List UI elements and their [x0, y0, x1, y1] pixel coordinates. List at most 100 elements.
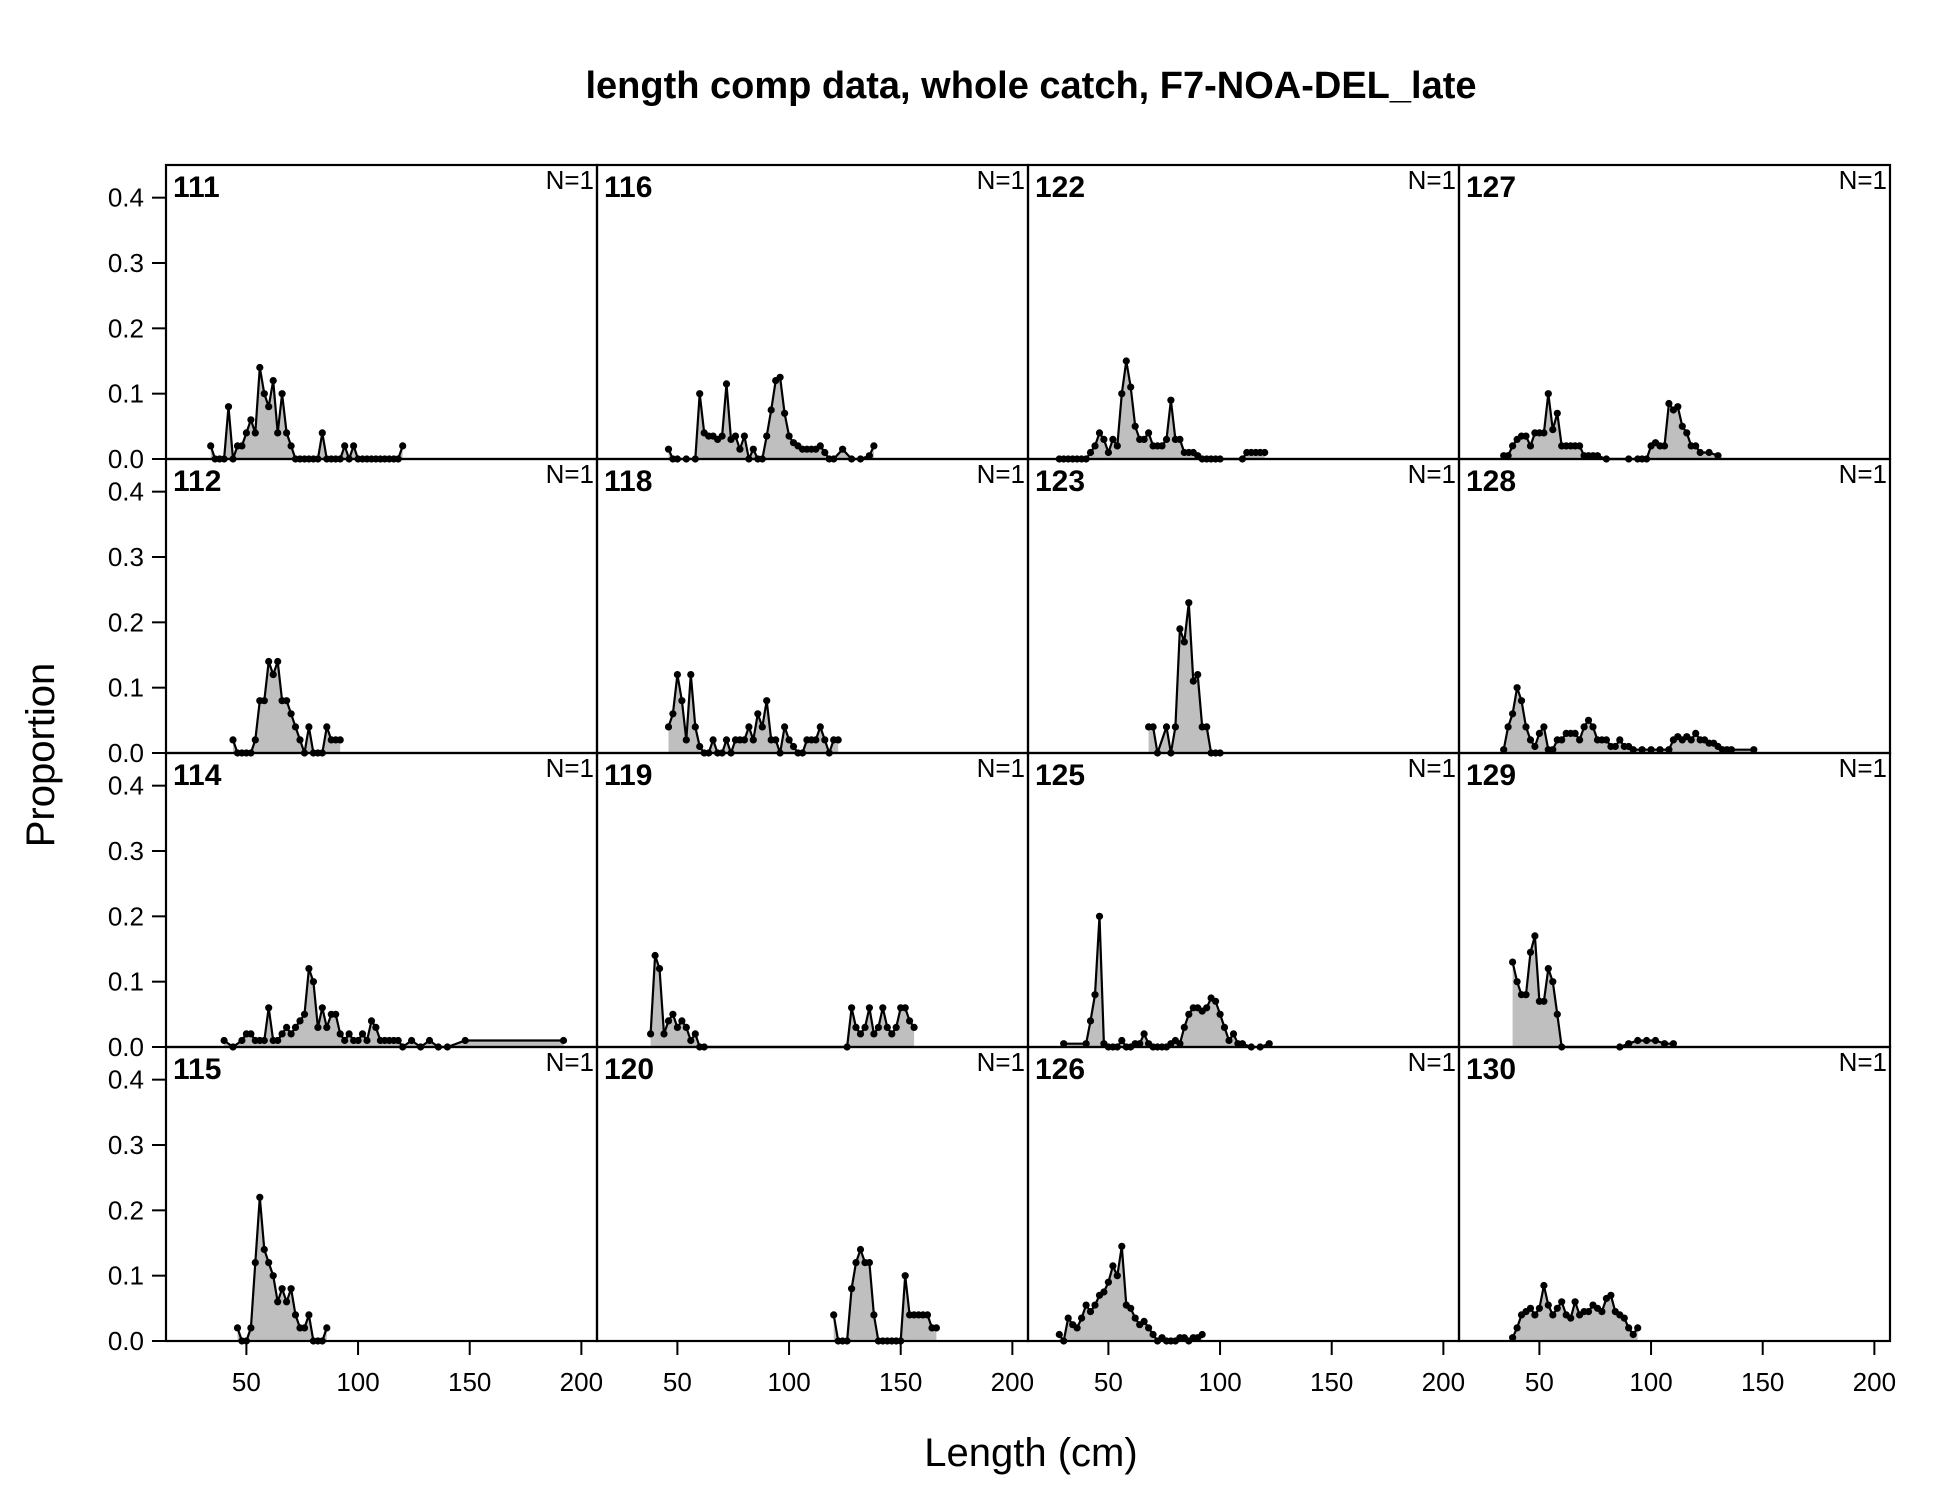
data-point	[367, 1017, 376, 1025]
panel-label: 114	[173, 759, 222, 792]
data-point	[251, 736, 259, 744]
data-point	[669, 1010, 677, 1018]
data-point	[1593, 452, 1602, 460]
data-point	[1727, 746, 1735, 754]
data-point	[1091, 991, 1099, 999]
area-fill-127	[1503, 393, 1718, 459]
data-point	[830, 1311, 838, 1319]
data-point	[1571, 729, 1579, 738]
data-point	[856, 1245, 865, 1254]
data-point	[345, 1030, 353, 1038]
data-point	[1558, 1298, 1566, 1306]
data-point	[1185, 1010, 1193, 1018]
data-point	[1540, 429, 1548, 437]
data-point	[287, 710, 295, 718]
data-point	[341, 1036, 349, 1045]
y-tick-label: 0.3	[108, 836, 144, 866]
data-point	[318, 1004, 326, 1012]
panel-frame	[164, 457, 599, 755]
n-label: N=1	[1408, 165, 1456, 195]
data-point	[1086, 448, 1095, 457]
data-point	[687, 671, 695, 679]
data-point	[1086, 1017, 1095, 1025]
data-point	[1082, 1301, 1090, 1309]
data-point	[1229, 1030, 1238, 1038]
x-tick-label: 150	[448, 1367, 491, 1397]
panel-126: 126 N=1	[1026, 1045, 1461, 1345]
data-point	[283, 1023, 291, 1031]
data-point	[265, 1259, 273, 1267]
data-point	[251, 1259, 259, 1267]
data-point	[664, 723, 673, 731]
data-point	[781, 409, 789, 417]
panel-label: 119	[604, 759, 652, 792]
data-point	[1589, 723, 1597, 731]
data-point	[740, 736, 749, 744]
data-point	[1145, 1324, 1153, 1332]
data-point	[1176, 625, 1184, 633]
data-point	[296, 1017, 304, 1025]
data-point	[754, 710, 762, 718]
data-point	[1544, 965, 1552, 973]
data-point	[865, 452, 874, 460]
data-point	[1086, 1308, 1095, 1316]
data-point	[1100, 435, 1108, 443]
n-label: N=1	[977, 1047, 1025, 1077]
data-point	[1674, 403, 1682, 411]
data-point	[291, 1311, 300, 1319]
n-label: N=1	[546, 459, 594, 489]
data-point	[1647, 746, 1655, 754]
data-point	[309, 978, 317, 986]
data-point	[1517, 697, 1526, 705]
data-point	[879, 1004, 887, 1012]
data-point	[816, 723, 824, 731]
n-label: N=1	[1408, 459, 1456, 489]
data-point	[300, 1010, 309, 1018]
data-point	[220, 1036, 228, 1045]
data-point	[251, 429, 259, 437]
data-point	[287, 1030, 295, 1038]
panel-frame	[1026, 163, 1461, 461]
data-point	[1149, 723, 1157, 731]
data-point	[229, 736, 237, 744]
data-point	[1060, 1040, 1068, 1048]
panel-label: 122	[1035, 171, 1085, 204]
y-axis-title: Proportion	[19, 663, 63, 848]
data-point	[1553, 1304, 1561, 1312]
x-tick-label: 50	[232, 1367, 261, 1397]
data-point	[758, 723, 766, 731]
data-point	[256, 1193, 264, 1201]
data-point	[682, 736, 690, 744]
data-point	[1118, 1242, 1126, 1250]
panel-122: 122 N=1	[1026, 163, 1461, 463]
data-point	[1100, 1288, 1108, 1296]
data-point	[274, 429, 282, 437]
y-tick-label: 0.2	[108, 1195, 144, 1225]
panel-119: 119 N=1	[595, 751, 1030, 1051]
panel-label: 115	[173, 1053, 221, 1086]
y-tick-label: 0.1	[108, 1261, 144, 1291]
data-point	[834, 736, 842, 744]
data-point	[1584, 716, 1593, 724]
data-point	[856, 1030, 865, 1038]
x-tick-label: 150	[879, 1367, 922, 1397]
data-point	[651, 951, 659, 960]
data-point	[1638, 746, 1646, 754]
data-point	[1522, 991, 1530, 999]
data-point	[233, 1324, 242, 1332]
data-point	[247, 1324, 255, 1332]
panel-115: 115 N=1	[164, 1045, 599, 1345]
y-tick-label: 0.4	[108, 1065, 144, 1095]
y-tick-label: 0.2	[108, 607, 144, 637]
x-tick-label: 100	[336, 1367, 379, 1397]
data-point	[1665, 399, 1673, 408]
data-point	[260, 697, 268, 705]
data-point	[372, 1023, 380, 1031]
panel-130: 130 N=1	[1457, 1045, 1892, 1343]
data-point	[1678, 422, 1686, 430]
data-point	[1131, 1314, 1139, 1322]
data-point	[678, 697, 686, 705]
data-point	[1576, 736, 1584, 744]
data-point	[274, 657, 282, 666]
